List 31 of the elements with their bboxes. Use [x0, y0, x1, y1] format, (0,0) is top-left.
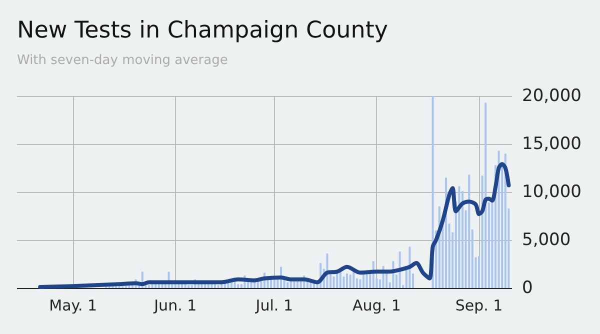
- bar: [342, 276, 345, 288]
- bar: [349, 274, 352, 288]
- x-tick-label: May. 1: [49, 296, 98, 314]
- y-tick-label: 0: [522, 278, 533, 298]
- bar: [290, 281, 292, 288]
- bar: [332, 276, 335, 288]
- chart-title: New Tests in Champaign County: [17, 18, 388, 44]
- bar: [237, 284, 240, 288]
- x-tick-label: Sep. 1: [455, 296, 503, 314]
- chart-subtitle: With seven-day moving average: [17, 53, 228, 68]
- bar: [214, 284, 216, 288]
- bar: [362, 274, 364, 288]
- x-tick-label: Jun. 1: [153, 296, 197, 314]
- line-series: [38, 162, 511, 290]
- bar: [148, 285, 150, 288]
- bar: [286, 282, 289, 288]
- bar: [458, 186, 460, 288]
- x-tick-label: Aug. 1: [352, 296, 401, 314]
- bar: [484, 102, 487, 288]
- y-tick-label: 5,000: [522, 230, 571, 250]
- bar: [217, 285, 220, 288]
- bar: [346, 274, 348, 288]
- y-tick-label: 15,000: [522, 134, 582, 154]
- bar: [468, 174, 470, 288]
- bar: [366, 274, 368, 288]
- y-tick-label: 20,000: [522, 86, 582, 106]
- bar: [498, 150, 500, 288]
- bar: [188, 285, 190, 288]
- x-tick-label: Jul. 1: [254, 296, 293, 314]
- bar: [234, 281, 236, 288]
- y-tick-label: 10,000: [522, 182, 582, 202]
